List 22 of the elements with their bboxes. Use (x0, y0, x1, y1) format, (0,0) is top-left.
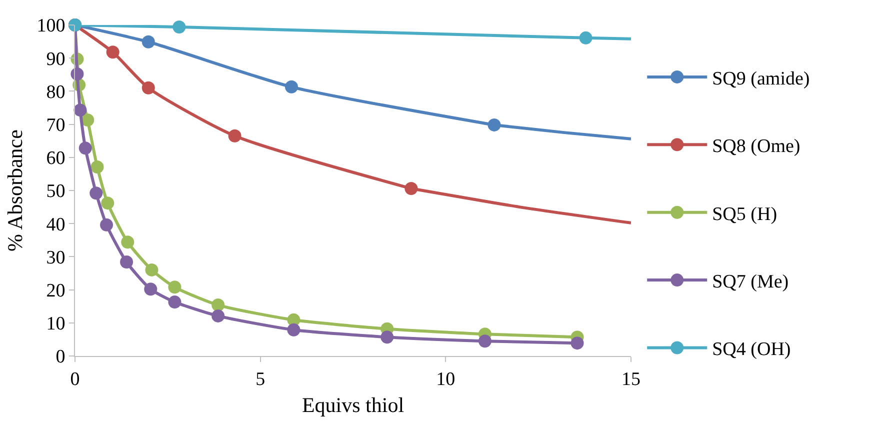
legend-label: SQ9 (amide) (712, 68, 810, 90)
y-tick-label: 80 (46, 82, 66, 103)
x-tick-label: 5 (256, 368, 266, 390)
x-tick-label: 10 (436, 368, 456, 390)
legend-label: SQ7 (Me) (712, 271, 789, 292)
y-tick-label: 20 (46, 280, 66, 302)
y-tick-label: 50 (46, 181, 66, 202)
y-tick-label: 0 (56, 346, 66, 368)
y-tick-label: 70 (46, 114, 66, 136)
legend-label: SQ4 (OH) (712, 339, 791, 360)
y-tick-label: 90 (46, 48, 66, 70)
y-tick-label: 40 (46, 214, 66, 236)
x-axis-title: Equivs thiol (302, 393, 404, 417)
y-tick-label: 30 (46, 247, 66, 268)
y-tick-label: 10 (46, 314, 66, 335)
x-tick-label: 0 (70, 368, 80, 390)
x-tick-label: 15 (622, 368, 640, 390)
y-axis-title: % Absorbance (2, 130, 27, 252)
y-tick-label: 60 (46, 148, 66, 170)
legend-label: SQ8 (Ome) (712, 136, 800, 158)
legend-label: SQ5 (H) (712, 204, 778, 225)
y-tick-label: 100 (36, 16, 66, 37)
